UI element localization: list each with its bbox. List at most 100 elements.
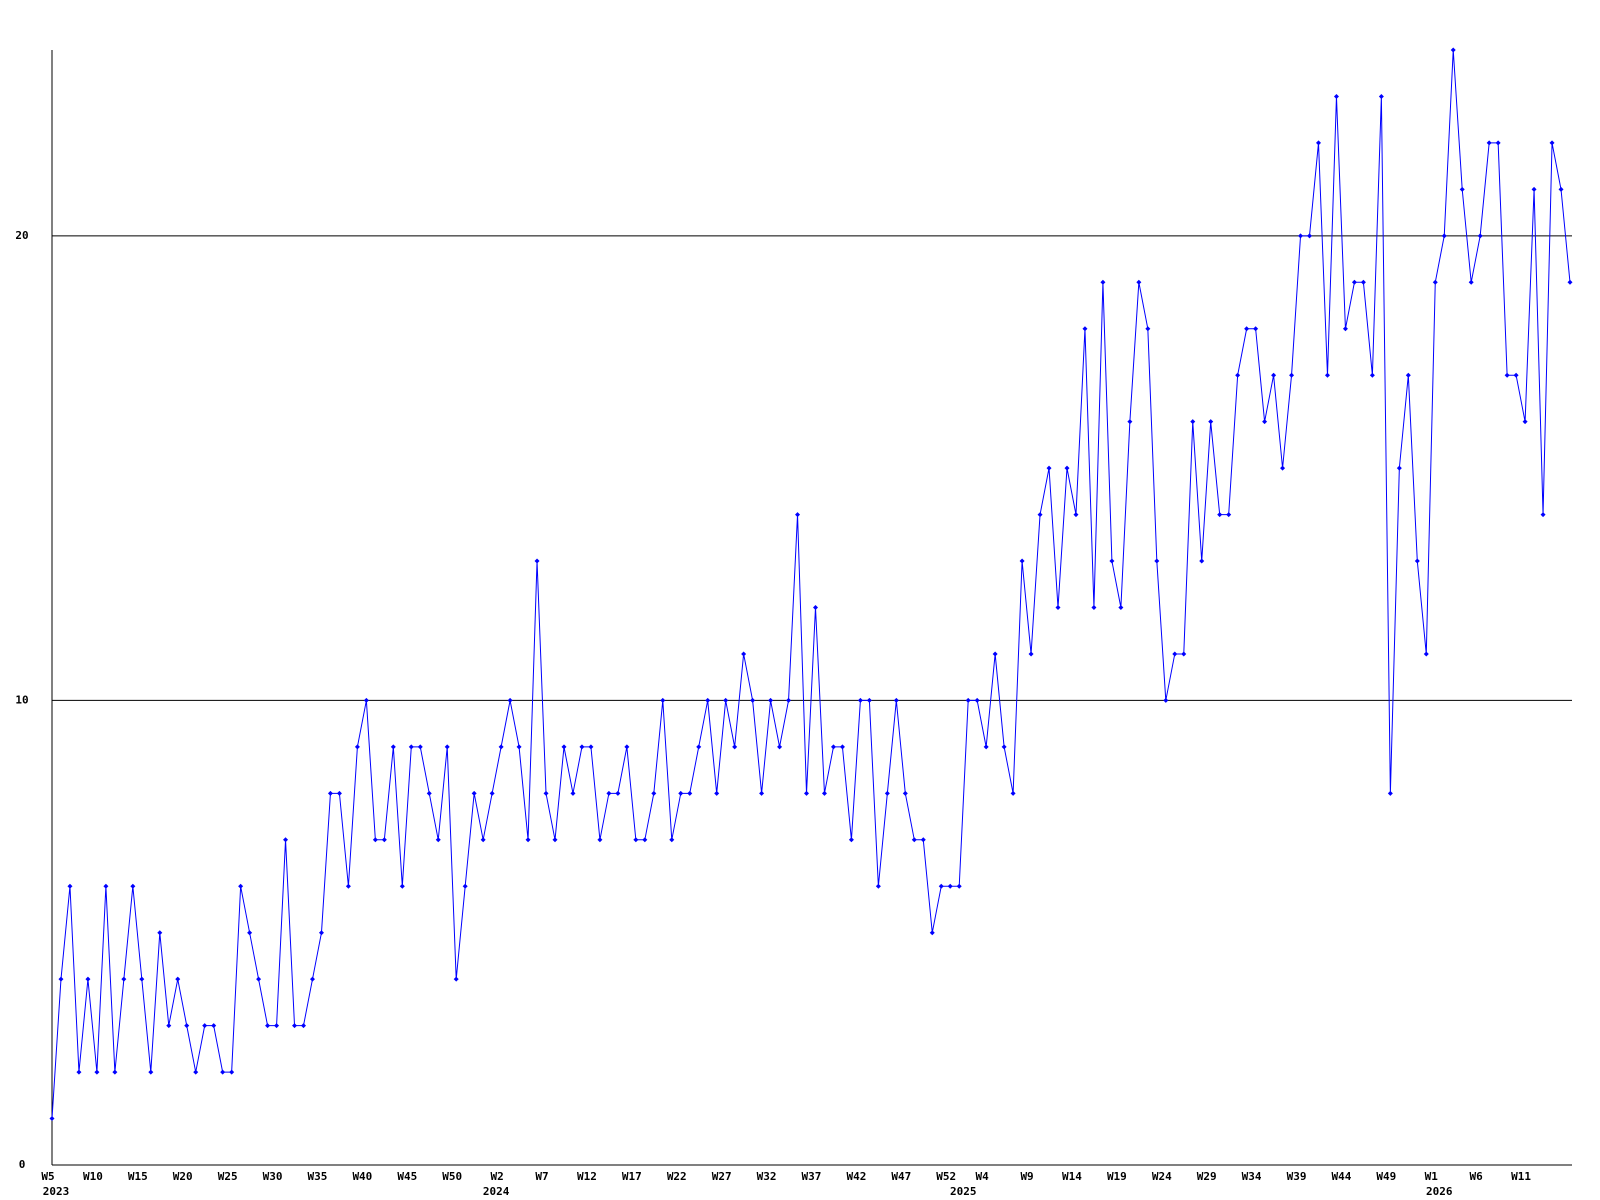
point <box>1378 93 1384 99</box>
point <box>1298 233 1304 239</box>
x-tick-label: W14 <box>1062 1170 1082 1183</box>
point <box>1127 419 1133 425</box>
point <box>848 837 854 843</box>
point <box>274 1023 280 1029</box>
point <box>956 883 962 889</box>
point <box>1073 512 1079 518</box>
point <box>67 883 73 889</box>
x-tick-label: W35 <box>308 1170 328 1183</box>
point <box>1441 233 1447 239</box>
y-tick-label: 10 <box>15 693 28 706</box>
point <box>1558 186 1564 192</box>
point <box>1163 697 1169 703</box>
point <box>687 790 693 796</box>
x-tick-label: W25 <box>218 1170 238 1183</box>
point <box>211 1023 217 1029</box>
point <box>1387 790 1393 796</box>
point <box>1369 372 1375 378</box>
point <box>130 883 136 889</box>
x-tick-label: W37 <box>802 1170 822 1183</box>
point <box>94 1069 100 1075</box>
point <box>301 1023 307 1029</box>
point <box>49 1116 55 1122</box>
point <box>938 883 944 889</box>
point <box>893 697 899 703</box>
point <box>1208 419 1214 425</box>
point <box>821 790 827 796</box>
x-tick-label: W11 <box>1511 1170 1531 1183</box>
point <box>839 744 845 750</box>
point <box>1271 372 1277 378</box>
x-tick-label: W40 <box>352 1170 372 1183</box>
point <box>1504 372 1510 378</box>
point <box>1082 326 1088 332</box>
point <box>1540 512 1546 518</box>
x-tick-label: W15 <box>128 1170 148 1183</box>
point <box>974 697 980 703</box>
point <box>1549 140 1555 146</box>
x-tick-label: W27 <box>712 1170 732 1183</box>
point <box>489 790 495 796</box>
point <box>1055 605 1061 610</box>
point <box>1109 558 1115 564</box>
point <box>1450 47 1456 53</box>
point <box>642 837 648 843</box>
point <box>399 883 405 889</box>
point <box>336 790 342 796</box>
x-group-label: 2026 <box>1426 1185 1453 1198</box>
point <box>121 976 127 982</box>
point <box>965 697 971 703</box>
x-group-label: 2024 <box>483 1185 510 1198</box>
point <box>363 697 369 703</box>
point <box>543 790 549 796</box>
point <box>786 697 792 703</box>
x-tick-label: W30 <box>263 1170 283 1183</box>
x-tick-label: W5 <box>41 1170 54 1183</box>
line <box>51 49 1571 1119</box>
point <box>723 697 729 703</box>
point <box>615 790 621 796</box>
point <box>732 744 738 750</box>
point <box>570 790 576 796</box>
x-tick-label: W10 <box>83 1170 103 1183</box>
point <box>1342 326 1348 332</box>
point <box>1289 372 1295 378</box>
point <box>1280 465 1286 471</box>
point <box>624 744 630 750</box>
point <box>220 1069 226 1075</box>
point <box>633 837 639 843</box>
point <box>1091 605 1097 610</box>
x-tick-label: W24 <box>1152 1170 1172 1183</box>
point <box>651 790 657 796</box>
point <box>327 790 333 796</box>
x-tick-label: W32 <box>757 1170 777 1183</box>
point <box>857 697 863 703</box>
point <box>696 744 702 750</box>
point <box>1360 279 1366 285</box>
x-tick-label: W42 <box>846 1170 866 1183</box>
point <box>777 744 783 750</box>
point <box>606 790 612 796</box>
point <box>58 976 64 982</box>
point <box>1244 326 1250 332</box>
point <box>139 976 145 982</box>
x-tick-label: W4 <box>976 1170 990 1183</box>
point <box>1351 279 1357 285</box>
point <box>229 1069 235 1075</box>
point <box>1307 233 1313 239</box>
point <box>354 744 360 750</box>
x-tick-label: W17 <box>622 1170 642 1183</box>
x-tick-label: W39 <box>1287 1170 1307 1183</box>
point <box>866 697 872 703</box>
x-tick-label: W2 <box>490 1170 503 1183</box>
point <box>768 697 774 703</box>
x-tick-label: W47 <box>891 1170 911 1183</box>
point <box>875 883 881 889</box>
point <box>795 512 801 518</box>
point <box>983 744 989 750</box>
x-tick-label: W20 <box>173 1170 193 1183</box>
point <box>256 976 262 982</box>
point <box>1432 279 1438 285</box>
